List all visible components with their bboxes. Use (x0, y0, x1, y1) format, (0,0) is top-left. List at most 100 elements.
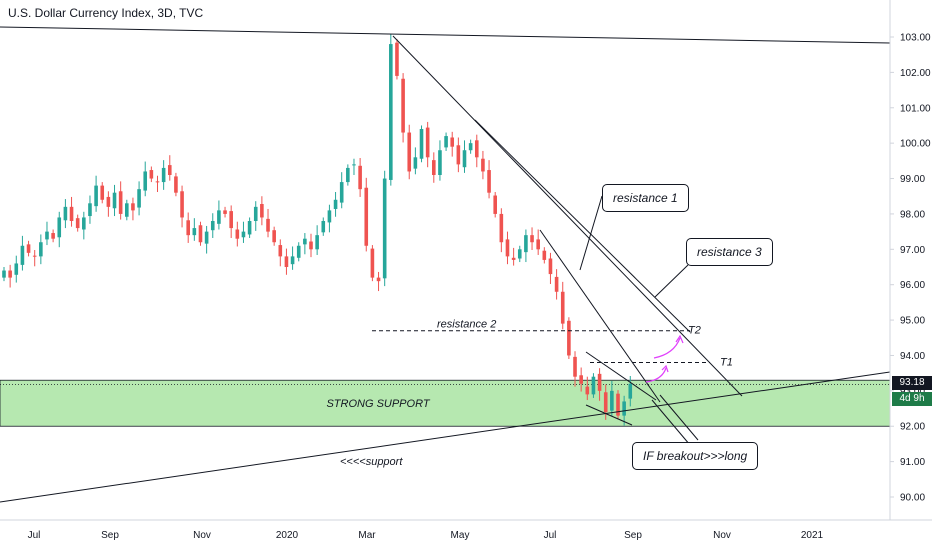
last-price-tag: 93.18 (892, 376, 932, 390)
candle-body (376, 277, 381, 282)
x-tick-label: 2021 (801, 530, 824, 541)
y-tick-label: 96.00 (900, 280, 925, 291)
candle-body (290, 256, 295, 265)
candle-body (143, 171, 148, 191)
candle-body (303, 238, 307, 245)
candle-body (247, 221, 252, 235)
candle-body (358, 165, 362, 190)
candle-body (468, 143, 473, 151)
candle-body (419, 129, 424, 159)
candle-body (597, 373, 602, 391)
candle-body (106, 196, 111, 207)
candle-body (401, 78, 405, 133)
candle-body (57, 217, 62, 238)
y-tick-label: 91.00 (900, 457, 925, 468)
candle-body (450, 137, 455, 147)
x-tick-label: Jul (544, 530, 557, 541)
candle-body (579, 375, 583, 384)
candle-body (591, 376, 596, 395)
candle-body (548, 258, 553, 275)
breakout-arrowhead-2 (675, 334, 684, 344)
drawings-group: resistance 2 STRONG SUPPORT <<<<support T1 T… (0, 26, 891, 503)
candle-body (585, 386, 590, 395)
x-tick-label: 2020 (276, 530, 299, 541)
candle-body (2, 270, 6, 278)
resistance-2-label: resistance 2 (437, 319, 496, 331)
candle-body (554, 276, 559, 292)
candle-body (82, 217, 86, 230)
candle-body (389, 44, 393, 180)
strong-support-label: STRONG SUPPORT (326, 398, 430, 410)
candle-body (180, 191, 184, 218)
candle-body (26, 244, 31, 253)
candle-body (444, 136, 448, 148)
candle-body (542, 250, 547, 260)
candle-body (69, 206, 74, 221)
y-axis: 103.00 102.00 101.00 100.00 99.00 98.00 97.00 9… (890, 33, 931, 504)
breakout-arrowhead-1 (661, 364, 669, 373)
candle-body (125, 203, 129, 217)
candle-body (628, 383, 633, 399)
y-tick-label: 98.00 (900, 209, 925, 220)
candle-body (339, 182, 344, 203)
candle-body (235, 229, 240, 239)
candle-body (223, 210, 227, 214)
candle-body (131, 203, 135, 211)
candle-body (100, 185, 105, 200)
candle-body (155, 181, 160, 183)
x-tick-label: Jul (28, 530, 41, 541)
candle-body (481, 158, 485, 172)
candle-body (499, 213, 504, 243)
breakout-arrow-2 (653, 337, 681, 359)
candle-body (573, 356, 577, 377)
t2-label: T2 (688, 325, 701, 337)
candle-body (610, 390, 614, 411)
resistance-3-callout[interactable]: resistance 3 (686, 238, 773, 266)
candle-body (474, 140, 479, 158)
candle-body (118, 191, 123, 214)
candle-body (382, 178, 387, 279)
y-tick-label: 102.00 (900, 68, 931, 79)
candle-body (321, 221, 326, 233)
breakout-callout[interactable]: IF breakout>>>long (632, 442, 759, 470)
candle-body (45, 231, 49, 240)
candle-body (266, 218, 270, 232)
y-tick-label: 97.00 (900, 245, 925, 256)
candle-body (88, 203, 92, 217)
candle-body (395, 42, 399, 76)
candle-body (296, 245, 301, 258)
y-tick-label: 95.00 (900, 316, 925, 327)
candle-body (198, 225, 203, 243)
candles-group (2, 34, 633, 426)
candle-body (364, 187, 369, 246)
candle-body (112, 192, 117, 209)
x-tick-label: Nov (193, 530, 211, 541)
breakout-pointer-b (659, 394, 699, 441)
candle-body (186, 220, 190, 236)
candle-body (505, 239, 510, 257)
x-tick-label: May (451, 530, 470, 541)
strong-support-zone (0, 379, 891, 427)
candle-body (567, 320, 571, 356)
support-trendline (0, 371, 891, 503)
candle-body (229, 211, 233, 229)
x-axis: Jul Sep Nov 2020 Mar May Jul Sep Nov 2021 (28, 530, 824, 541)
candle-body (327, 210, 332, 223)
candle-body (51, 233, 55, 239)
x-tick-label: Sep (624, 530, 642, 541)
resistance-1-callout[interactable]: resistance 1 (602, 184, 689, 212)
candle-body (536, 239, 540, 250)
x-tick-label: Mar (358, 530, 376, 541)
support-label: <<<<support (340, 456, 403, 468)
y-tick-label: 94.00 (900, 351, 925, 362)
resistance-3-pointer (654, 264, 689, 298)
candle-body (284, 256, 289, 267)
candle-body (309, 241, 313, 250)
x-tick-label: Sep (101, 530, 119, 541)
top-channel-line (0, 26, 891, 44)
t1-label: T1 (720, 357, 733, 369)
candle-body (204, 231, 209, 244)
candle-body (192, 228, 197, 236)
resistance-1-line (474, 119, 691, 333)
